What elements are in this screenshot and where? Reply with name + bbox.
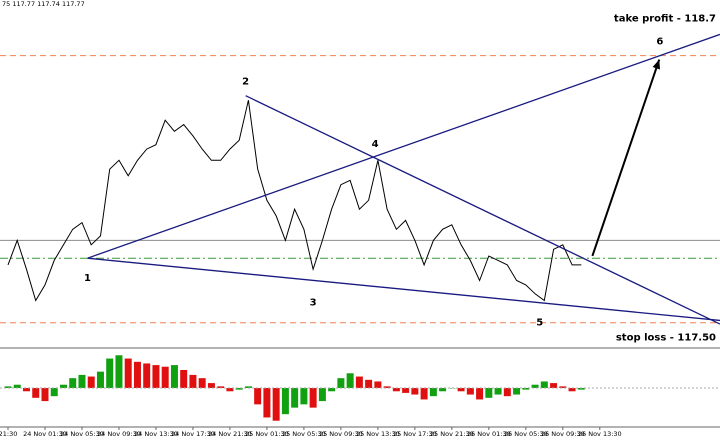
oscillator-bar [170, 365, 178, 388]
oscillator-bar [411, 388, 419, 395]
time-label: 24 Nov 05:30 [60, 430, 104, 438]
arrow-shaft [591, 59, 661, 257]
oscillator-bar [124, 358, 132, 388]
oscillator-bar [513, 388, 521, 395]
oscillator-bar [13, 384, 21, 388]
oscillator-bar [439, 388, 447, 392]
time-label: 25 Nov 01:30 [245, 430, 289, 438]
oscillator-bar [78, 374, 86, 388]
oscillator-bar [254, 388, 262, 405]
oscillator-bar [402, 388, 410, 393]
oscillator-bar [328, 388, 336, 392]
oscillator-bar [355, 376, 363, 388]
oscillator-bar [457, 388, 465, 392]
oscillator-bar [577, 388, 585, 390]
oscillator-bar [235, 388, 243, 390]
oscillator-bar [226, 388, 234, 392]
oscillator-bar [365, 379, 373, 388]
time-label: 25 Nov 21:30 [430, 430, 474, 438]
time-label: 25 Nov 13:30 [356, 430, 400, 438]
oscillator-bar [133, 361, 141, 388]
oscillator-bar [374, 381, 382, 388]
oscillator-bar [346, 373, 354, 388]
oscillator-bar [59, 384, 67, 388]
oscillator-bar [466, 388, 474, 395]
trendline [245, 95, 720, 325]
oscillator-bar [309, 388, 317, 408]
oscillator-bar [318, 388, 326, 402]
wave-label: 1 [84, 273, 91, 284]
oscillator-bar [559, 386, 567, 388]
oscillator-bar [476, 388, 484, 400]
oscillator-bar [429, 388, 437, 397]
wave-label: 4 [372, 139, 379, 150]
time-label: 26 Nov 01:30 [467, 430, 511, 438]
oscillator-bar [485, 388, 493, 398]
oscillator-bar [180, 370, 188, 388]
wave-label: 3 [310, 298, 317, 309]
wave-label: 2 [242, 77, 249, 88]
wave-label: 6 [656, 37, 663, 48]
oscillator-bar [115, 355, 123, 388]
oscillator-bar [217, 386, 225, 388]
trendline [87, 257, 720, 322]
time-label: 25 Nov 05:30 [282, 430, 326, 438]
trendline [87, 33, 720, 259]
price-line [7, 100, 582, 302]
oscillator-bar [281, 388, 289, 415]
time-label: 24 Nov 13:30 [134, 430, 178, 438]
time-label: 25 Nov 17:30 [393, 430, 437, 438]
oscillator-bar [392, 388, 400, 392]
time-label: 26 Nov 13:30 [578, 430, 622, 438]
time-label: 26 Nov 05:30 [504, 430, 548, 438]
oscillator-bar [568, 388, 576, 392]
oscillator-bar [540, 381, 548, 388]
oscillator-bar [337, 378, 345, 388]
oscillator-bar [263, 388, 271, 418]
oscillator-bar [531, 384, 539, 388]
level-label: take profit - 118.7 [614, 14, 716, 25]
time-label: 25 Nov 09:30 [319, 430, 363, 438]
oscillator-bar [522, 388, 530, 390]
oscillator-bar [143, 363, 151, 388]
oscillator-bar [420, 388, 428, 400]
oscillator-bar [291, 388, 299, 408]
time-label: 24 Nov 21:30 [208, 430, 252, 438]
oscillator-bar [87, 376, 95, 388]
oscillator-bar [32, 388, 40, 398]
wave-label: 5 [536, 318, 543, 329]
oscillator-bar [22, 388, 30, 392]
arrow-head [652, 59, 661, 70]
oscillator-bar [106, 358, 114, 388]
oscillator-bar [272, 388, 280, 421]
oscillator-bar [4, 386, 12, 388]
oscillator-bar [300, 388, 308, 405]
level-label: stop loss - 117.50 [616, 333, 716, 344]
oscillator-bar [383, 386, 391, 388]
oscillator-bar [448, 388, 456, 389]
oscillator-bar [244, 386, 252, 388]
oscillator-bar [494, 388, 502, 395]
oscillator-bar [152, 365, 160, 388]
oscillator-bar [550, 383, 558, 388]
oscillator-bar [207, 383, 215, 388]
oscillator-bar [96, 371, 104, 388]
time-label: 26 Nov 09:30 [541, 430, 585, 438]
time-label: 24 Nov 17:30 [171, 430, 215, 438]
oscillator-bar [161, 366, 169, 388]
ohlc-header: 75 117.77 117.74 117.77 [2, 0, 85, 8]
oscillator-bar [189, 374, 197, 388]
oscillator-bar [503, 388, 511, 397]
oscillator-bar [198, 378, 206, 388]
time-label: 21:30 [0, 430, 17, 438]
time-label: 24 Nov 09:30 [97, 430, 141, 438]
oscillator-bar [41, 388, 49, 402]
oscillator-bar [50, 388, 58, 397]
oscillator-bar [69, 378, 77, 388]
time-label: 24 Nov 01:30 [23, 430, 67, 438]
